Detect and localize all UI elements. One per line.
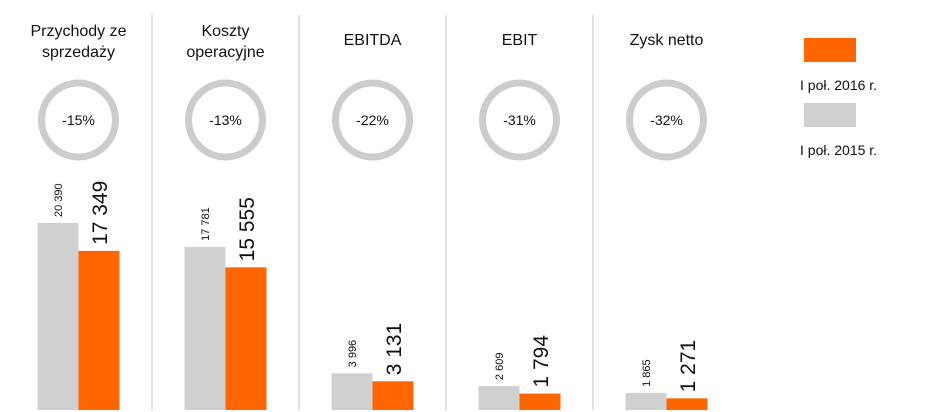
legend-label: I poł. 2015 r.: [800, 142, 877, 158]
title-line: sprzedaży: [42, 44, 115, 61]
category-title: Przychody ze sprzedaży: [30, 23, 126, 61]
value-label: 17 349: [89, 181, 112, 245]
category-title: Koszty operacyjne: [186, 23, 264, 61]
value-label: 1 794: [530, 335, 553, 388]
legend-swatch: [804, 103, 856, 127]
change-ring: [332, 79, 413, 161]
bar: [478, 386, 520, 410]
bar: [184, 246, 226, 410]
bar: [331, 373, 373, 410]
value-label: 3 131: [383, 323, 406, 376]
change-label: -32%: [650, 112, 683, 128]
value-label: 20 390: [53, 183, 65, 217]
category-title: EBIT: [502, 32, 538, 49]
change-ring: [626, 79, 707, 161]
title-line: operacyjne: [186, 44, 264, 61]
change-ring: [479, 79, 560, 161]
bar: [519, 393, 561, 410]
title-line: Przychody ze: [30, 23, 126, 40]
change-ring: [185, 79, 266, 161]
category-title: Zysk netto: [630, 32, 704, 49]
value-label: 1 271: [677, 340, 700, 393]
bar: [225, 267, 267, 410]
bar: [625, 392, 667, 410]
legend-swatch: [804, 38, 856, 62]
bar: [666, 398, 708, 410]
bar: [78, 250, 120, 410]
value-label: 2 609: [494, 353, 506, 381]
bar: [372, 381, 414, 410]
value-label: 1 865: [641, 359, 653, 387]
change-ring: [38, 79, 119, 161]
change-label: -13%: [209, 112, 242, 128]
title-line: Koszty: [201, 23, 249, 40]
change-label: -15%: [62, 112, 95, 128]
change-label: -31%: [503, 112, 536, 128]
category-title: EBITDA: [344, 32, 402, 49]
value-label: 3 996: [347, 340, 359, 368]
bar: [37, 223, 79, 410]
change-label: -22%: [356, 112, 389, 128]
value-label: 15 555: [236, 197, 259, 261]
legend-label: I poł. 2016 r.: [800, 77, 877, 93]
value-label: 17 781: [200, 207, 212, 241]
